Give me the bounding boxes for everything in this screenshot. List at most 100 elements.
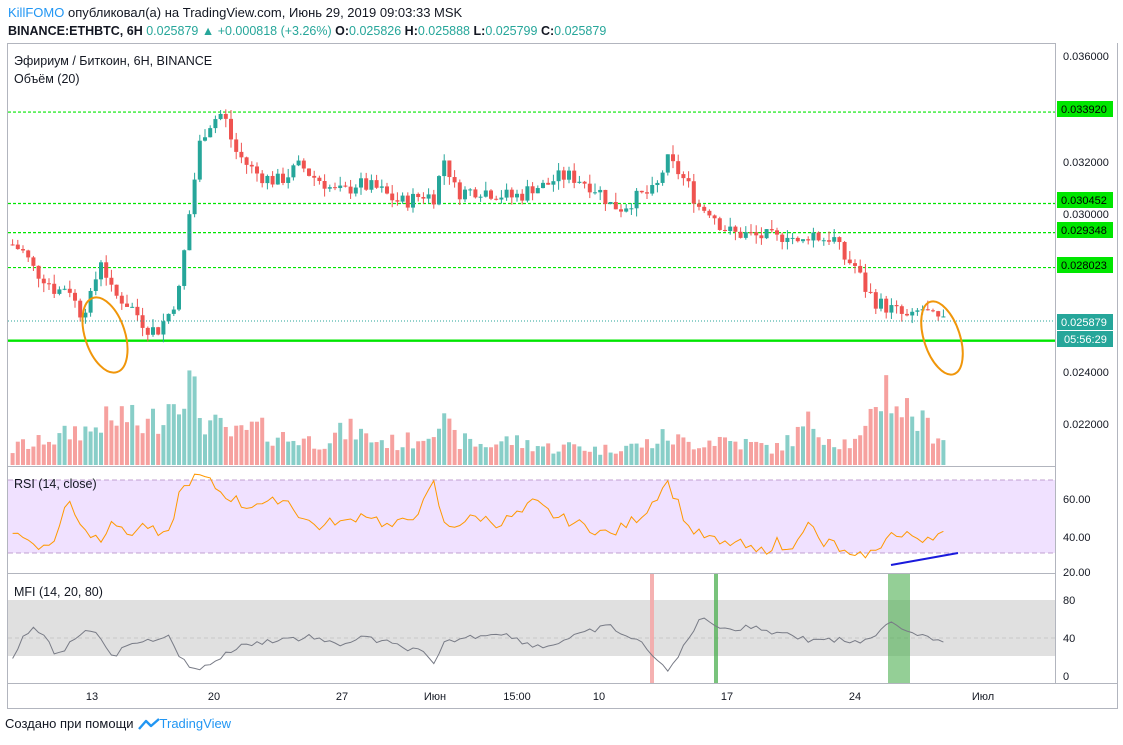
candle-body — [749, 232, 753, 234]
volume-bar — [577, 446, 582, 465]
candle-body — [525, 186, 530, 201]
volume-bar — [593, 446, 597, 465]
volume-bar — [322, 448, 327, 465]
price-tick: 0.036000 — [1063, 51, 1109, 63]
candle-body — [551, 181, 556, 185]
chart-title: Эфириум / Биткоин, 6H, BINANCE — [14, 54, 212, 68]
candle-body — [208, 128, 213, 138]
candle-body — [639, 190, 644, 193]
chart-header: KillFOMO опубликовал(а) на TradingView.c… — [8, 3, 606, 41]
candle-body — [873, 292, 878, 309]
volume-bar — [437, 428, 441, 465]
volume-bar — [431, 437, 436, 465]
volume-bar — [109, 420, 114, 465]
volume-bar — [801, 426, 805, 465]
level-label-bg — [1057, 257, 1113, 273]
tradingview-link[interactable]: TradingView — [137, 716, 231, 731]
volume-bar — [707, 440, 712, 465]
author-link[interactable]: KillFOMO — [8, 5, 65, 20]
candle-body — [572, 170, 577, 183]
rsi-tick: 40.00 — [1063, 532, 1091, 544]
volume-bar — [177, 414, 181, 465]
support-resistance-levels — [8, 111, 1055, 342]
volume-bar — [47, 441, 51, 465]
volume-bar — [624, 445, 629, 465]
time-axis-frame — [7, 683, 1118, 709]
price-change: ▲ +0.000818 (+3.26%) — [201, 24, 332, 38]
candle-body — [255, 166, 259, 174]
candle-body — [483, 190, 488, 197]
tradingview-logo-icon — [137, 717, 160, 730]
candle-body — [359, 178, 363, 188]
mfi-tick: 80 — [1063, 595, 1075, 607]
candle-body — [489, 190, 493, 199]
volume-bar — [421, 440, 426, 465]
volume-bar — [806, 411, 811, 465]
candle-body — [894, 305, 899, 307]
volume-bar — [790, 446, 795, 465]
volume-bar — [879, 411, 883, 465]
candle-body — [229, 118, 233, 140]
candle-body — [535, 188, 540, 194]
volume-bar — [411, 448, 415, 465]
candle-body — [936, 311, 941, 317]
volume-bar — [187, 370, 192, 465]
volume-bar — [541, 446, 545, 465]
candle-body — [801, 239, 805, 242]
time-tick: 13 — [86, 691, 98, 703]
candle-body — [941, 316, 946, 318]
candle-body — [338, 185, 343, 189]
candle-body — [780, 234, 785, 242]
candle-body — [905, 313, 909, 316]
volume-bar — [281, 432, 285, 465]
candle-body — [83, 312, 88, 318]
volume-bar — [686, 441, 691, 465]
candle-body — [260, 173, 265, 184]
candle-body — [353, 187, 358, 194]
volume-bar — [494, 444, 499, 465]
volume-bar — [889, 413, 894, 465]
high-value: 0.025888 — [417, 24, 471, 38]
volume-bar — [31, 446, 36, 465]
last-price-label-bg — [1057, 314, 1113, 330]
time-tick: Июл — [972, 691, 994, 703]
rsi-line — [12, 473, 944, 559]
candle-body — [499, 197, 504, 200]
candle-body — [385, 186, 389, 194]
candle-body — [52, 283, 57, 294]
candle-body — [546, 182, 551, 185]
candle-body — [270, 175, 275, 185]
volume-bar — [239, 425, 244, 465]
volume-bar — [442, 413, 447, 465]
candle-body — [478, 196, 483, 198]
candle-body — [171, 309, 176, 314]
volume-bar — [483, 447, 488, 465]
low-value: 0.025799 — [485, 24, 538, 38]
candle-body — [733, 226, 738, 232]
candle-body — [629, 208, 634, 210]
rsi-tick: 60.00 — [1063, 494, 1091, 506]
volume-bar — [515, 435, 519, 465]
volume-bar — [717, 436, 722, 465]
volume-bar — [639, 447, 644, 465]
level-label: 0.030452 — [1061, 195, 1107, 207]
volume-bar — [931, 443, 935, 465]
candle-body — [598, 189, 603, 193]
candle-body — [125, 303, 129, 307]
candle-body — [140, 315, 145, 328]
candle-body — [431, 194, 436, 205]
volume-bar — [405, 432, 410, 465]
candle-body — [811, 232, 816, 241]
volume-bar — [301, 438, 306, 465]
candle-body — [275, 173, 280, 185]
volume-bar — [868, 408, 873, 465]
volume-bar — [62, 425, 67, 465]
candle-body — [301, 160, 306, 169]
time-tick: 17 — [721, 691, 733, 703]
candle-body — [348, 186, 353, 194]
volume-bar — [556, 451, 561, 465]
volume-bar — [509, 445, 514, 465]
candle-body — [379, 186, 384, 188]
close-value: 0.025879 — [554, 24, 607, 38]
